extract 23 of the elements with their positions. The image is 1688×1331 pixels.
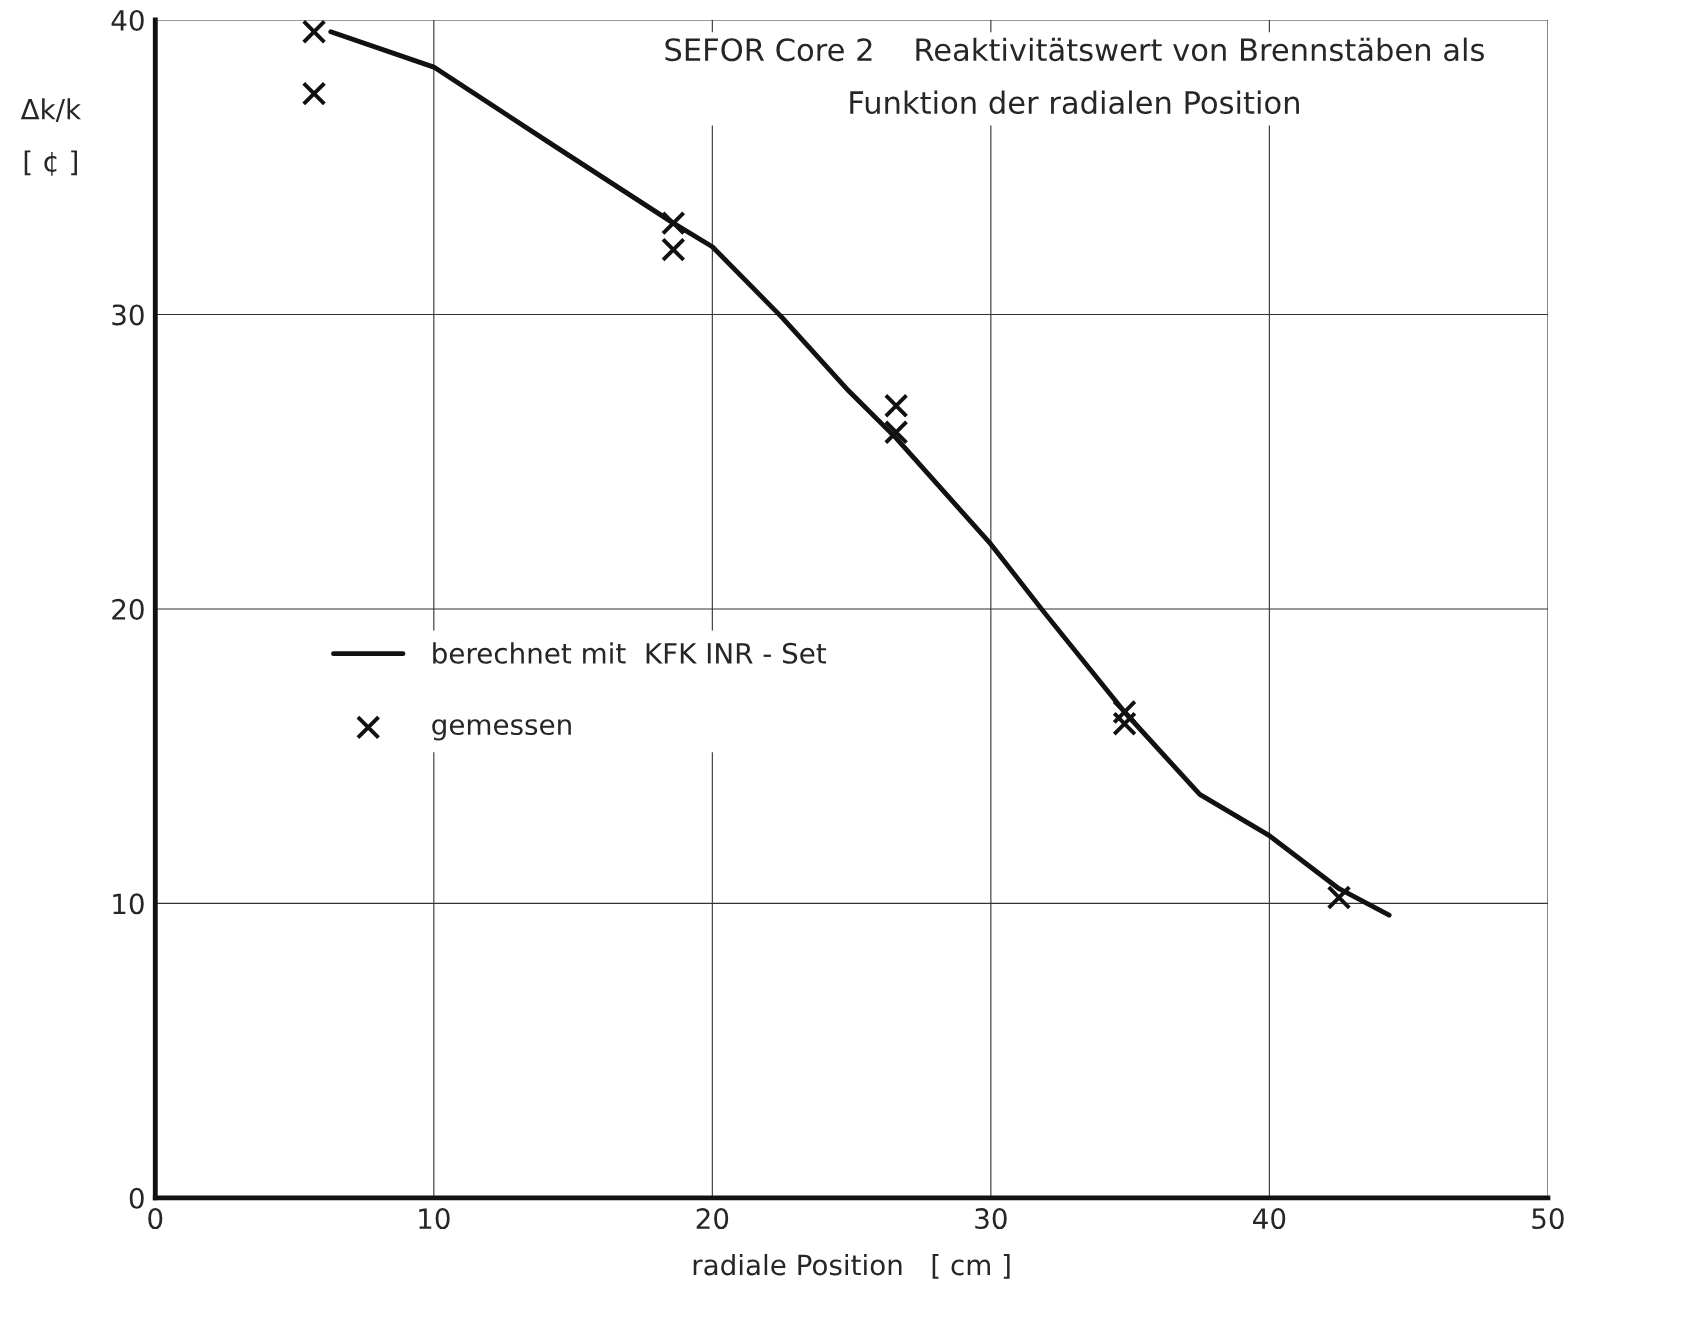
text: SEFOR Core 2 Reaktivitätswert von Brennstäben als Funktion der radialen Position (665, 37, 1484, 115)
y-tick-label: 40 (111, 9, 144, 31)
y-tick-label: 30 (112, 304, 144, 326)
point (661, 237, 686, 262)
y-axis-title: Δk/k [ ¢ ] (20, 98, 82, 176)
point (301, 19, 327, 44)
point (301, 81, 327, 106)
point (883, 393, 909, 418)
legend-label: berechnet mit KFK INR - Set (433, 642, 827, 664)
point (1326, 885, 1352, 910)
x-tick-label: 0 (148, 1208, 163, 1230)
x-tick-label: 20 (696, 1208, 729, 1230)
x-tick-label: 10 (419, 1208, 450, 1230)
legend-label: gemessen (432, 719, 571, 741)
y-tick-label: 20 (112, 598, 144, 620)
point (883, 419, 909, 445)
x-tick-label: 40 (1253, 1208, 1286, 1230)
x-tick-label: 30 (975, 1208, 1007, 1230)
x-axis-title: radiale Position [ cm ] (693, 1253, 1010, 1279)
y-tick-label: 0 (129, 1187, 144, 1209)
point (1112, 711, 1137, 737)
y-tick-label: 10 (113, 893, 144, 915)
x-tick-label: 50 (1532, 1208, 1564, 1230)
